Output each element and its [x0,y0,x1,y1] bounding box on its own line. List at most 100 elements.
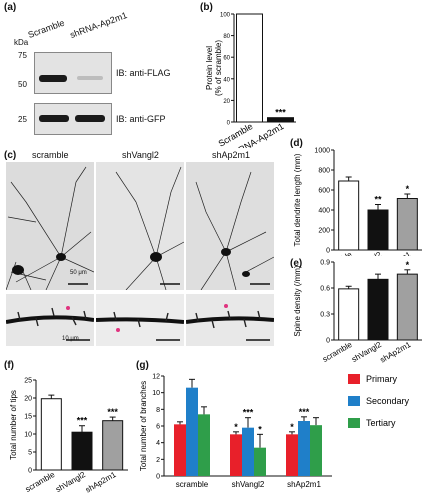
y-tick-label: 10 [24,432,32,439]
significance-marker: *** [243,408,254,418]
micro-label-shvangl2: shVangl2 [122,150,159,160]
flag-band-scramble [39,75,67,82]
y-tick-label: 5 [28,450,32,457]
y-axis-label: (% of scramble) [214,40,223,96]
micrograph-shap2m1 [186,162,274,290]
bar-shVangl2-Tertiary [254,447,266,476]
significance-marker: * [290,422,294,432]
spine-drawing-scramble [6,294,94,346]
bar-shVangl2-Primary [230,434,242,476]
neuron-drawing-shap2m1 [186,162,274,290]
bar-shVangl2 [71,431,93,471]
spine-drawing-shvangl2 [96,294,184,346]
marker-75: 75 [18,51,27,60]
chart-b: 0 20 40 60 80 100 Protein level (% of scramble)… [205,13,296,148]
bar-scramble [338,288,360,341]
y-tick-label: 0.9 [320,260,330,267]
flag-band-shrna [77,76,103,80]
x-tick-label: scramble [176,480,209,489]
marker-50: 50 [18,80,27,89]
bar-scramble [40,398,62,471]
neuron-drawing-shvangl2 [96,162,184,290]
significance-marker: *** [275,108,286,118]
gfp-band-shrna [75,115,105,122]
panel-b-letter: (b) [200,2,213,13]
bar-shVangl2 [367,209,389,251]
y-tick-label: 100 [220,13,231,19]
spine-micrograph-shvangl2 [96,294,184,346]
x-tick-label: shVangl2 [232,480,265,489]
micro-label-scramble: scramble [32,150,69,160]
y-tick-label: 40 [223,77,230,83]
bar-shAp2m1 [396,273,418,341]
y-tick-label: 800 [318,168,330,175]
bar-shAp2m1 [396,198,418,251]
y-axis-label: Total number of tips [9,390,18,460]
bar-shAp2m1-Tertiary [310,425,322,476]
gfp-band-scramble [39,115,69,122]
y-tick-label: 10 [152,390,160,397]
spine-micrograph-shap2m1 [186,294,274,346]
panel-a-letter: (a) [4,2,17,13]
y-tick-label: 0 [28,468,32,475]
blot-anti-flag [34,52,112,94]
significance-marker: ** [374,195,382,205]
bar-shVangl2 [367,278,389,341]
significance-marker: * [406,260,410,270]
legend-label-Tertiary: Tertiary [366,418,396,428]
y-axis-label: Protein level [205,46,214,90]
bar-scramble-Secondary [186,387,198,476]
scale-bar-10um: 10 μm [62,336,79,342]
y-tick-label: 15 [24,414,32,421]
chart-d: 0 200 400 600 800 1000 Total dendrite length (… [293,148,422,256]
y-tick-label: 0 [326,248,330,255]
y-tick-label: 400 [318,208,330,215]
bar-shRNA-Ap2m1 [267,117,294,123]
micrograph-scramble [6,162,94,290]
blot-anti-gfp [34,103,112,135]
significance-marker: * [406,184,410,194]
x-tick-label: shVangl2 [54,470,87,494]
micrograph-shvangl2 [96,162,184,290]
chart-g: 0 2 4 6 8 10 12 Total number of branches scrambl… [139,374,410,490]
significance-marker: *** [299,407,310,417]
bar-shAp2m1-Primary [286,434,298,476]
spine-micrograph-scramble [6,294,94,346]
legend-label-Secondary: Secondary [366,396,410,406]
bar-shVangl2-Secondary [242,427,254,476]
y-tick-label: 600 [318,188,330,195]
y-tick-label: 6 [156,424,160,431]
y-tick-label: 12 [152,374,160,381]
legend-swatch-Secondary [348,396,360,406]
y-tick-label: 2 [156,457,160,464]
bar-shAp2m1 [102,420,124,471]
ib-flag-label: IB: anti-FLAG [116,68,171,78]
bar-Scramble [236,13,263,123]
y-tick-label: 4 [156,440,160,447]
panel-f-letter: (f) [4,360,14,371]
y-tick-label: 0 [156,474,160,481]
y-axis-label: Spine density (/mm) [293,265,302,336]
marker-25: 25 [18,115,27,124]
panel-c-letter: (c) [4,150,17,161]
y-tick-label: 25 [24,378,32,385]
y-tick-label: 0 [326,338,330,345]
y-tick-label: 20 [24,396,32,403]
significance-marker: *** [107,407,118,417]
bar-scramble-Tertiary [198,414,210,476]
y-tick-label: 0.6 [320,286,330,293]
y-tick-label: 0 [227,121,231,127]
lane-label-shrna: shRNA-Ap2m1 [68,10,129,40]
legend-swatch-Tertiary [348,418,360,428]
panel-d-letter: (d) [290,138,303,149]
bar-scramble [338,180,360,251]
significance-marker: * [258,424,262,434]
y-tick-label: 20 [223,99,230,105]
ib-gfp-label: IB: anti-GFP [116,114,166,124]
y-tick-label: 80 [223,34,230,40]
significance-marker: *** [77,416,88,426]
y-tick-label: 60 [223,56,230,62]
scale-bar-50um: 50 μm [70,270,87,276]
